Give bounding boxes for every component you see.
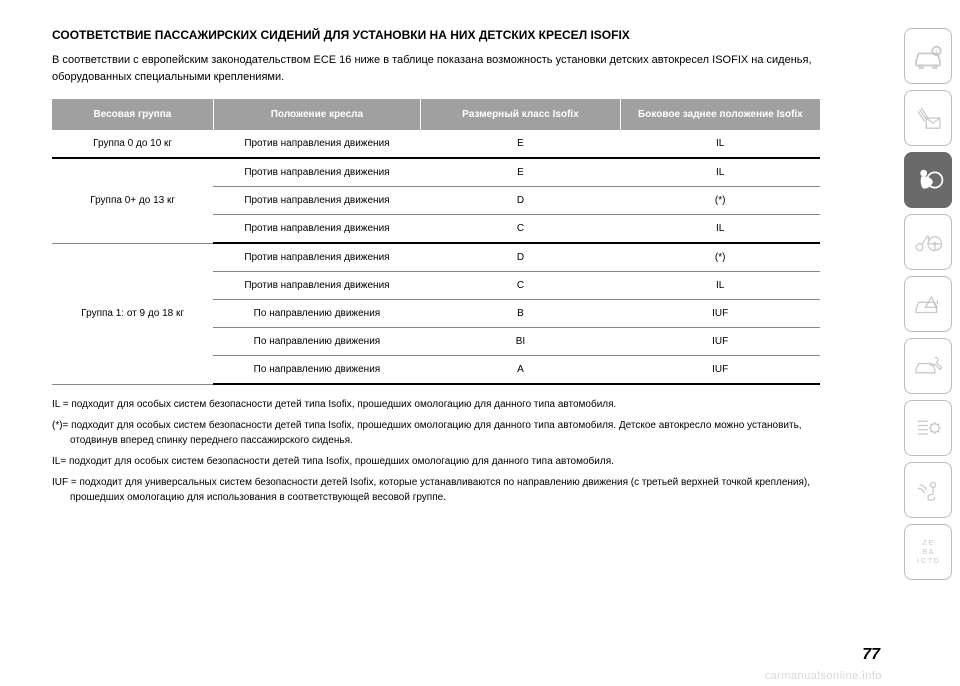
cell-class: D [421,187,621,215]
sound-icon [911,473,945,507]
list-gear-icon [911,411,945,445]
cell-pos: По направлению движения [213,300,420,328]
notes: IL = подходит для особых систем безопасн… [52,397,820,505]
page-number: 77 [862,646,880,664]
cell-class: D [421,243,621,272]
alpha-text: Z E B A I C T D [917,539,939,566]
cell-val: (*) [620,187,820,215]
tab-list-gear[interactable] [904,400,952,456]
cell-class: A [421,356,621,385]
table-row: Группа 0+ до 13 кг Против направления дв… [52,158,820,187]
cell-val: IUF [620,300,820,328]
car-info-icon: i [911,39,945,73]
watermark: carmanualsonline.info [764,670,882,682]
airbag-icon [911,163,945,197]
tab-light-mail[interactable] [904,90,952,146]
cell-pos: Против направления движения [213,187,420,215]
note-line: IL = подходит для особых систем безопасн… [52,397,820,412]
col-position: Положение кресла [213,99,420,130]
col-class: Размерный класс Isofix [421,99,621,130]
col-side: Боковое заднее положение Isofix [620,99,820,130]
car-wrench-icon [911,349,945,383]
document-title: СООТВЕТСТВИЕ ПАССАЖИРСКИХ СИДЕНИЙ ДЛЯ УС… [52,28,820,42]
cell-pos: Против направления движения [213,158,420,187]
cell-class: E [421,130,621,158]
tab-sound[interactable] [904,462,952,518]
cell-pos: Против направления движения [213,130,420,158]
sidebar-tabs: i Z E B A I C T D [904,28,952,580]
table-row: Группа 0 до 10 кг Против направления дви… [52,130,820,158]
tab-alpha[interactable]: Z E B A I C T D [904,524,952,580]
tab-car-warning[interactable] [904,276,952,332]
note-line: IL= подходит для особых систем безопасно… [52,454,820,469]
tab-key-wheel[interactable] [904,214,952,270]
cell-pos: Против направления движения [213,272,420,300]
cell-val: IL [620,130,820,158]
cell-val: (*) [620,243,820,272]
cell-group: Группа 0 до 10 кг [52,130,213,158]
cell-val: IL [620,158,820,187]
car-warning-icon [911,287,945,321]
cell-class: BI [421,328,621,356]
tab-car-wrench[interactable] [904,338,952,394]
intro-text: В соответствии с европейским законодател… [52,52,820,85]
note-line: (*)= подходит для особых систем безопасн… [52,418,820,448]
key-wheel-icon [911,225,945,259]
cell-pos: Против направления движения [213,215,420,244]
cell-val: IL [620,272,820,300]
cell-pos: Против направления движения [213,243,420,272]
cell-class: C [421,272,621,300]
cell-pos: По направлению движения [213,356,420,385]
cell-class: E [421,158,621,187]
cell-class: C [421,215,621,244]
tab-car-info[interactable]: i [904,28,952,84]
tab-airbag[interactable] [904,152,952,208]
cell-class: B [421,300,621,328]
light-mail-icon [911,101,945,135]
col-weight: Весовая группа [52,99,213,130]
cell-val: IUF [620,356,820,385]
cell-val: IL [620,215,820,244]
note-line: IUF = подходит для универсальных систем … [52,475,820,505]
isofix-table: Весовая группа Положение кресла Размерны… [52,99,820,385]
table-row: Группа 1: от 9 до 18 кг Против направлен… [52,243,820,272]
cell-group: Группа 1: от 9 до 18 кг [52,243,213,384]
cell-pos: По направлению движения [213,328,420,356]
cell-group: Группа 0+ до 13 кг [52,158,213,243]
cell-val: IUF [620,328,820,356]
